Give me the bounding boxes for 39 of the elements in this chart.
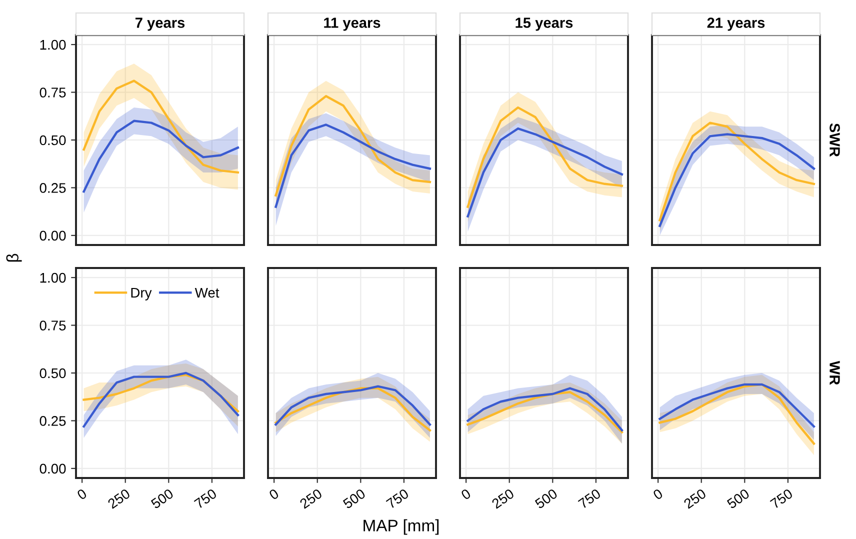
line-series — [82, 120, 240, 193]
x-tick-label: 0 — [652, 488, 664, 500]
chart-title: 15 years — [516, 18, 573, 31]
chart-title: 7 years — [135, 18, 185, 31]
x-tick-label: 750 — [578, 488, 602, 509]
y-tick-label: 0.00 — [40, 230, 66, 241]
x-tick-label: 500 — [726, 488, 750, 510]
y-tick-label: 1.00 — [40, 272, 66, 283]
x-tick-label: 750 — [386, 488, 410, 509]
chart-title: 21 years — [707, 18, 765, 31]
x-tick-label: 750 — [194, 488, 218, 509]
line-series — [82, 372, 240, 428]
line-series — [82, 80, 240, 174]
x-tick-label: 500 — [342, 488, 366, 510]
y-tick-label: 0.25 — [40, 183, 66, 193]
y-tick-label: 0.50 — [40, 135, 66, 146]
legend-label: Dry — [131, 288, 152, 300]
text: WR — [830, 360, 840, 385]
y-tick-label: 0.25 — [40, 416, 66, 426]
x-tick-label: 0 — [76, 488, 88, 500]
x-tick-label: 0 — [268, 488, 280, 500]
legend-label: Wet — [194, 288, 220, 298]
x-tick-label: 250 — [299, 488, 323, 509]
x-tick-label: 500 — [534, 488, 558, 510]
y-tick-label: 1.00 — [40, 40, 66, 50]
chart-title: 11 years — [324, 18, 380, 31]
y-tick-label: 0.75 — [40, 320, 66, 330]
x-tick-label: 750 — [770, 488, 794, 509]
x-tick-label: 250 — [683, 488, 707, 509]
y-tick-label: 0.75 — [40, 88, 66, 98]
x-tick-label: 250 — [107, 488, 131, 509]
x-axis-title: MAP [mm] — [364, 519, 439, 535]
y-tick-label: 0.00 — [40, 464, 66, 474]
x-tick-label: 0 — [460, 488, 472, 500]
x-tick-label: 250 — [491, 488, 515, 509]
y-tick-label: 0.50 — [40, 368, 66, 378]
text: SWR — [830, 123, 840, 157]
x-tick-label: 500 — [150, 488, 174, 510]
y-axis-title: β — [6, 254, 22, 262]
